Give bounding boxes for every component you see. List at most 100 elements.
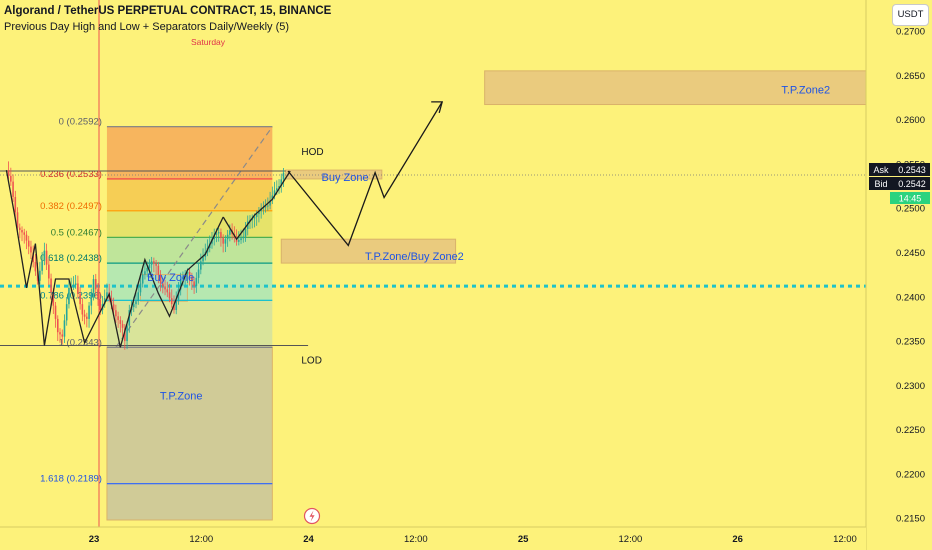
- zone-box[interactable]: [280, 238, 457, 264]
- candle-body: [202, 256, 204, 262]
- candle-body: [50, 278, 52, 293]
- candle-body: [215, 233, 218, 235]
- candle-body: [54, 305, 57, 319]
- candle-body: [278, 186, 280, 189]
- candle-body: [179, 279, 182, 290]
- candle-body: [200, 261, 202, 270]
- time-tick-label: 12:00: [833, 534, 857, 545]
- candle-body: [110, 298, 113, 305]
- price-axis[interactable]: [866, 0, 932, 550]
- price-tick-label: 0.2450: [896, 248, 925, 259]
- candle-body: [238, 240, 240, 242]
- price-tick-label: 0.2400: [896, 292, 925, 303]
- trend-zigzag: [5, 169, 224, 348]
- candle-body: [155, 263, 157, 266]
- candle-body: [182, 276, 184, 280]
- fib-level-label: 0.236 (0.2533): [40, 169, 102, 180]
- bid-tag: [869, 177, 893, 190]
- candle-body: [240, 238, 242, 241]
- candle-body: [144, 271, 146, 275]
- candle-body: [59, 332, 61, 335]
- price-tick-label: 0.2600: [896, 115, 925, 126]
- time-tick-label: 25: [518, 534, 529, 545]
- lod-label: LOD: [301, 355, 322, 366]
- candle-body: [229, 230, 231, 235]
- candle-body: [222, 237, 224, 244]
- candle-body: [106, 292, 108, 299]
- candle-body: [103, 298, 106, 305]
- candle-body: [217, 232, 220, 234]
- zone-box[interactable]: [106, 346, 273, 521]
- candle-body: [267, 205, 269, 207]
- candle-body: [242, 236, 245, 239]
- ask-value: 0.2543: [898, 165, 926, 175]
- candle-body: [65, 304, 68, 321]
- candle-body: [14, 196, 17, 213]
- price-tick-label: 0.2500: [896, 204, 925, 215]
- ask-label: Ask: [873, 165, 889, 175]
- time-tick-label: 24: [303, 534, 314, 545]
- price-tick-label: 0.2650: [896, 71, 925, 82]
- projection-path[interactable]: [287, 101, 443, 247]
- candle-body: [153, 261, 155, 264]
- candle-body: [115, 310, 117, 317]
- candle-body: [81, 304, 84, 315]
- fib-level-label: 0 (0.2592): [59, 117, 102, 128]
- candle-body: [30, 246, 32, 253]
- candle-body: [126, 325, 128, 342]
- currency-button[interactable]: USDT: [892, 4, 929, 26]
- fib-band: [106, 126, 273, 179]
- candle-body: [173, 304, 175, 311]
- candle-body: [135, 301, 137, 305]
- time-tick-label: 26: [732, 534, 743, 545]
- ask-value-tag: [893, 163, 930, 176]
- candle-body: [269, 200, 271, 206]
- zone-label: T.P.Zone: [160, 391, 203, 403]
- candle-body: [43, 250, 46, 261]
- candle-body: [139, 283, 142, 293]
- time-tick-label: 23: [89, 534, 100, 545]
- candle-body: [45, 250, 48, 265]
- candle-body: [168, 292, 171, 299]
- candle-body: [188, 271, 191, 277]
- candle-body: [166, 289, 169, 293]
- candle-body: [25, 234, 28, 241]
- time-axis[interactable]: [0, 527, 866, 550]
- zone-label: T.P.Zone/Buy Zone2: [365, 251, 464, 263]
- candle-body: [72, 284, 75, 287]
- candle-body: [162, 283, 164, 287]
- countdown-tag: [890, 192, 930, 204]
- candle-body: [146, 267, 148, 272]
- chart-title[interactable]: Algorand / TetherUS PERPETUAL CONTRACT, …: [4, 5, 332, 17]
- time-tick-label: 12:00: [189, 534, 213, 545]
- candle-body: [273, 190, 276, 196]
- bid-value-tag: [893, 177, 930, 190]
- candle-body: [282, 172, 285, 180]
- candle-body: [220, 232, 222, 238]
- candle-body: [193, 281, 195, 287]
- zone-box[interactable]: [484, 70, 881, 106]
- candle-body: [41, 260, 43, 271]
- candle-body: [271, 195, 274, 201]
- fib-level-label: 0.786 (0.2396): [40, 290, 102, 301]
- price-tick-label: 0.2150: [896, 514, 925, 525]
- candle-body: [74, 283, 77, 285]
- candle-body: [255, 214, 258, 218]
- zone-label: Buy Zone: [147, 272, 194, 284]
- fib-level-label: 0.382 (0.2497): [40, 201, 102, 212]
- fib-level-label: 1.618 (0.2189): [40, 474, 102, 485]
- candle-body: [159, 274, 162, 284]
- candle-body: [150, 261, 153, 265]
- candle-body: [34, 261, 37, 272]
- candle-body: [16, 212, 19, 228]
- indicator-legend[interactable]: Previous Day High and Low + Separators D…: [4, 21, 290, 33]
- candle-body: [48, 264, 50, 279]
- candle-body: [124, 327, 126, 342]
- hod-label: HOD: [301, 147, 323, 158]
- zone-box[interactable]: [285, 169, 383, 180]
- fib-band: [106, 300, 273, 348]
- candle-body: [21, 230, 23, 233]
- candle-body: [264, 206, 267, 208]
